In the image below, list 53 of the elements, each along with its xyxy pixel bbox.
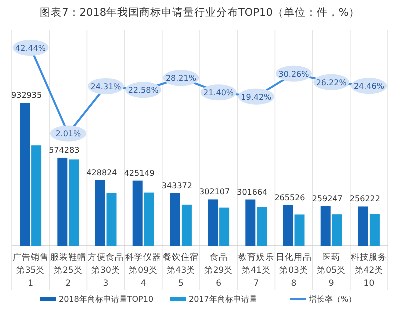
x-tick-label: 服装鞋帽第25类 xyxy=(50,252,86,276)
bar xyxy=(132,180,143,246)
legend-label: 增长率（%） xyxy=(308,295,357,304)
x-tick-label: 科学仪器第09类 xyxy=(126,252,162,276)
text: 3 xyxy=(103,279,109,289)
chart-title: 图表7：2018年我国商标申请量行业分布TOP10（单位：件，%） xyxy=(40,6,360,19)
bar xyxy=(32,146,42,246)
x-tick-label: 广告销售第35类 xyxy=(12,252,49,276)
text: 5 xyxy=(178,279,184,289)
bar xyxy=(106,193,117,246)
bar xyxy=(220,208,230,246)
text: 10 xyxy=(364,279,375,289)
data-label: 574283 xyxy=(49,146,80,155)
text: 2 xyxy=(66,279,72,289)
bar xyxy=(69,160,80,246)
x-tick-label: 医药第05类 xyxy=(317,252,346,276)
bar xyxy=(170,193,180,246)
text: 4 xyxy=(140,279,146,289)
x-tick-label: 科技服务第42类 xyxy=(351,252,388,276)
bar xyxy=(257,207,268,246)
data-label: 343372 xyxy=(162,181,192,190)
x-tick-label: 食品第29类 xyxy=(204,252,234,276)
x-tick-label: 方便食品第30类 xyxy=(88,252,124,276)
data-label: 302107 xyxy=(200,188,230,197)
bar xyxy=(320,206,331,246)
bar xyxy=(294,214,305,246)
bar xyxy=(208,200,218,246)
data-label: 265526 xyxy=(274,193,306,202)
bar xyxy=(358,206,368,246)
text: 8 xyxy=(291,279,297,289)
bar xyxy=(58,158,68,246)
text: 1 xyxy=(28,279,34,289)
bar xyxy=(95,180,106,246)
x-tick-label: 日化用品第03类 xyxy=(276,252,312,276)
data-label: 425149 xyxy=(124,168,155,178)
bar xyxy=(182,204,192,246)
text: 9 xyxy=(328,279,334,289)
text: 7 xyxy=(254,279,260,289)
bar xyxy=(20,103,30,246)
data-label: 301664 xyxy=(237,188,268,197)
bar xyxy=(332,214,342,246)
legend-label: 2018年商标申请量TOP10 xyxy=(59,295,154,304)
x-tick-label: 餐饮住宿第43类 xyxy=(163,252,200,276)
x-tick-label: 教育娱乐第41类 xyxy=(238,252,274,276)
bar xyxy=(246,200,256,246)
text: 6 xyxy=(216,279,222,289)
data-label: 259247 xyxy=(312,194,343,204)
bar xyxy=(370,214,380,246)
bar xyxy=(144,192,154,246)
data-label: 428824 xyxy=(86,168,118,178)
bar xyxy=(283,205,294,246)
legend-label: 2017年商标申请量 xyxy=(189,295,258,304)
data-label: 256222 xyxy=(350,194,380,204)
